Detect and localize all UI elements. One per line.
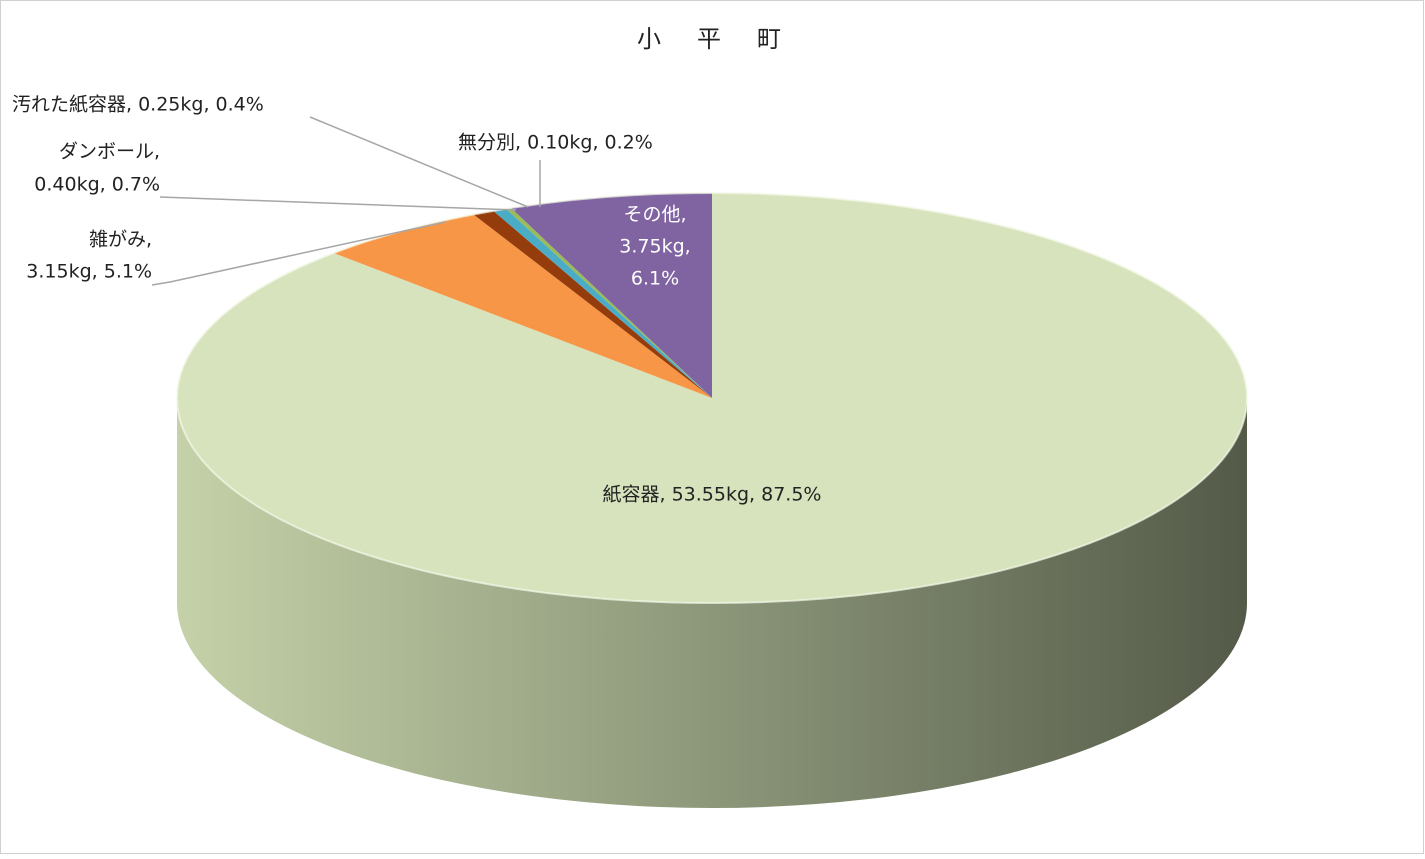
slice xyxy=(473,210,712,398)
data-label: 雑がみ, xyxy=(89,229,152,251)
slice xyxy=(333,214,712,398)
data-label: 紙容器, 53.55kg, 87.5% xyxy=(603,484,822,506)
data-label: ダンボール, xyxy=(59,141,160,163)
slice xyxy=(505,208,712,398)
data-label: その他, xyxy=(623,204,686,226)
slice xyxy=(493,208,712,398)
leader-line xyxy=(159,196,517,211)
leader-line xyxy=(151,221,446,286)
rim-highlight xyxy=(176,192,1248,604)
data-label: 無分別, 0.10kg, 0.2% xyxy=(458,132,653,154)
data-label: 3.75kg, xyxy=(619,236,690,258)
slice xyxy=(511,193,712,398)
chart-title: 小 平 町 xyxy=(637,25,787,53)
data-label: 汚れた紙容器, 0.25kg, 0.4% xyxy=(12,94,264,116)
data-label: 6.1% xyxy=(631,268,679,290)
leader-line xyxy=(309,116,529,208)
data-label: 0.40kg, 0.7% xyxy=(34,174,160,196)
data-label: 3.15kg, 5.1% xyxy=(26,261,152,283)
